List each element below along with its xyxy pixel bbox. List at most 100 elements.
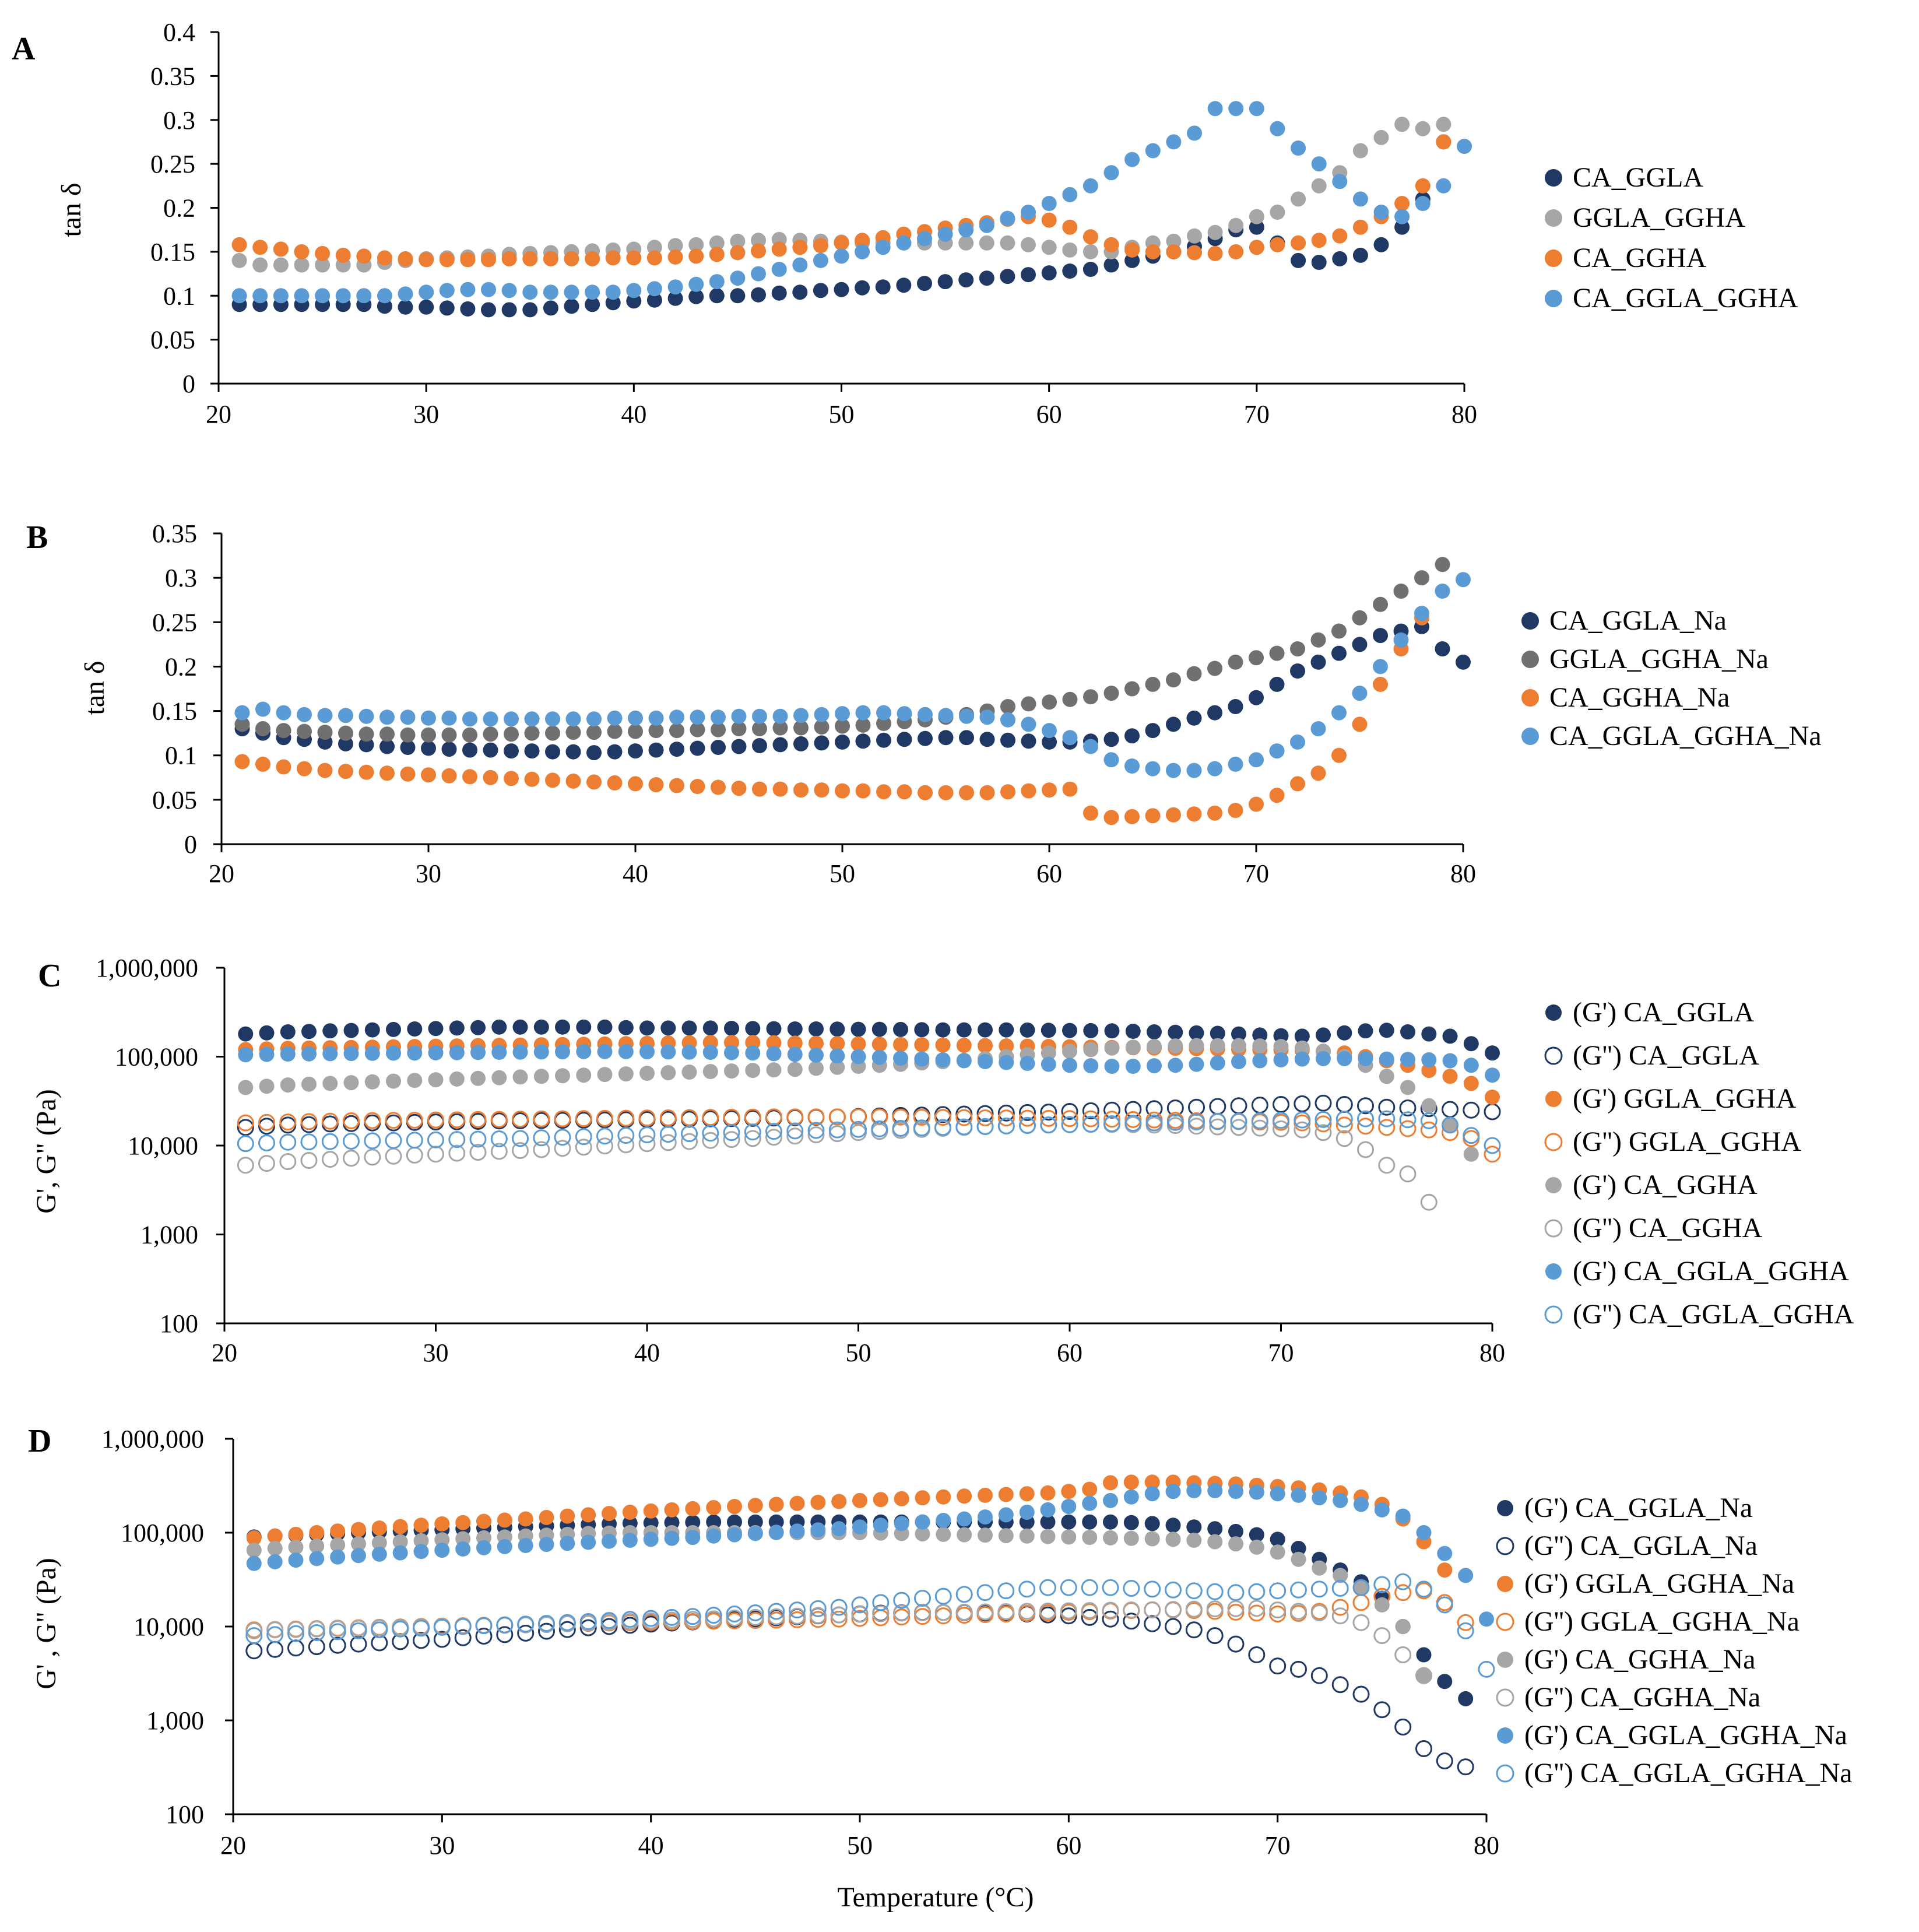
- panel-d-point: [1123, 1515, 1139, 1530]
- panel-d-xtick-label: 60: [1056, 1831, 1081, 1860]
- panel-a-point: [564, 251, 579, 266]
- panel-b-point: [483, 726, 498, 742]
- panel-a-point: [1145, 244, 1161, 259]
- panel-a-series-1: [231, 134, 1451, 318]
- panel-c-point: [512, 1044, 528, 1060]
- panel-b-point: [483, 711, 498, 727]
- panel-d-point: [894, 1491, 909, 1506]
- panel-d-point: [998, 1528, 1014, 1544]
- panel-c-point: [258, 1134, 275, 1151]
- panel-c-point: [386, 1073, 401, 1089]
- panel-a-point: [398, 299, 413, 315]
- panel-c-point: [1378, 1098, 1396, 1116]
- panel-d-point: [1394, 1646, 1412, 1663]
- panel-d-point: [1040, 1529, 1056, 1544]
- panel-a-point: [356, 248, 372, 264]
- panel-c-point: [1315, 1115, 1332, 1133]
- panel-a-point: [626, 250, 642, 266]
- panel-d-point: [830, 1606, 848, 1624]
- panel-b-point: [690, 709, 705, 725]
- panel-a-point: [751, 233, 766, 248]
- panel-c-point: [1145, 1114, 1163, 1132]
- panel-d-point: [581, 1507, 596, 1523]
- panel-b-point: [1456, 572, 1471, 588]
- panel-a-point: [688, 237, 704, 252]
- panel-d-point: [602, 1506, 617, 1522]
- panel-d-point: [245, 1622, 263, 1639]
- panel-d-point: [476, 1540, 491, 1555]
- panel-a-legend-marker: [1545, 209, 1562, 227]
- panel-d-point: [894, 1516, 909, 1531]
- panel-c-point: [1294, 1095, 1311, 1112]
- panel-d-point: [1290, 1603, 1307, 1620]
- panel-a-point: [1021, 237, 1036, 252]
- panel-c-point: [322, 1046, 338, 1062]
- panel-c-point: [617, 1127, 635, 1144]
- panel-b-point: [1186, 666, 1202, 682]
- panel-c-point: [1061, 1116, 1078, 1133]
- panel-c-point: [1316, 1027, 1331, 1043]
- panel-a-point: [1000, 210, 1015, 226]
- panel-c-point: [555, 1044, 570, 1060]
- panel-c-point: [1400, 1052, 1415, 1067]
- panel-d-axes: 100 1,000 10,000 100,000 1,000,000 20 30 40 50 60…: [101, 1425, 1499, 1860]
- panel-c-point: [1166, 1113, 1184, 1131]
- panel-b-point: [855, 717, 871, 733]
- panel-c-point: [871, 1037, 887, 1052]
- panel-d-point: [1206, 1600, 1224, 1618]
- panel-b-point: [255, 721, 270, 736]
- panel-d-legend-marker: [1497, 1652, 1513, 1668]
- panel-c-point: [238, 1026, 254, 1042]
- panel-c-point: [237, 1135, 254, 1153]
- panel-c-point: [470, 1070, 486, 1086]
- panel-d-point: [726, 1610, 743, 1627]
- panel-a-marks: [231, 101, 1472, 318]
- panel-d-point: [1331, 1676, 1349, 1694]
- panel-b-point: [607, 775, 623, 791]
- panel-b-point: [607, 710, 623, 726]
- panel-c-point: [617, 1109, 635, 1127]
- panel-a-point: [751, 243, 766, 259]
- panel-b-axes: 0 0.05 0.1 0.15 0.2 0.25 0.3 0.35 20 30 40 50 60 70 80: [152, 519, 1476, 888]
- panel-d-point: [454, 1618, 472, 1635]
- panel-c-ytick-label: 100: [160, 1309, 198, 1338]
- panel-c-point: [1061, 1110, 1078, 1127]
- panel-c-point: [702, 1132, 719, 1149]
- panel-b-xtick-label: 60: [1036, 859, 1062, 888]
- panel-b-point: [1249, 650, 1264, 666]
- panel-b-point: [1290, 734, 1305, 750]
- panel-d-ytick-label: 100,000: [121, 1519, 204, 1547]
- panel-a-xtick-label: 70: [1244, 400, 1270, 428]
- panel-a-point: [1352, 191, 1368, 207]
- panel-b-point: [628, 776, 643, 792]
- panel-c-point: [702, 1045, 718, 1060]
- panel-c-point: [956, 1022, 972, 1038]
- panel-d-point: [1144, 1474, 1160, 1490]
- panel-d-series-2: [245, 1604, 1474, 1776]
- panel-c-point: [744, 1123, 761, 1141]
- panel-c-point: [1252, 1053, 1268, 1069]
- panel-c-point: [638, 1109, 656, 1127]
- panel-a-legend-label: CA_GGLA_GGHA: [1573, 283, 1798, 314]
- panel-c-point: [639, 1044, 655, 1060]
- panel-c-point: [1442, 1028, 1458, 1044]
- panel-b-point: [359, 737, 374, 753]
- panel-b-point: [1186, 806, 1202, 822]
- panel-c-point: [555, 1068, 570, 1084]
- panel-d-point: [1144, 1486, 1160, 1502]
- panel-b-point: [1042, 723, 1057, 739]
- panel-d-xtick-label: 50: [847, 1831, 873, 1860]
- panel-c-point: [850, 1120, 867, 1138]
- panel-b-point: [1145, 676, 1161, 692]
- panel-c-point: [997, 1117, 1015, 1134]
- panel-a-point: [1166, 134, 1182, 150]
- panel-d-legend: (G') CA_GGLA_Na (G'') CA_GGLA_Na (G') GGLA…: [1496, 1492, 1853, 1789]
- panel-c-point: [258, 1113, 275, 1131]
- panel-c-point: [638, 1135, 656, 1153]
- panel-d-point: [1040, 1514, 1056, 1530]
- panel-d-point: [245, 1642, 263, 1660]
- panel-b-point: [752, 708, 767, 724]
- panel-c-point: [786, 1108, 804, 1126]
- panel-c-point: [364, 1074, 380, 1090]
- panel-c-point: [1294, 1051, 1310, 1067]
